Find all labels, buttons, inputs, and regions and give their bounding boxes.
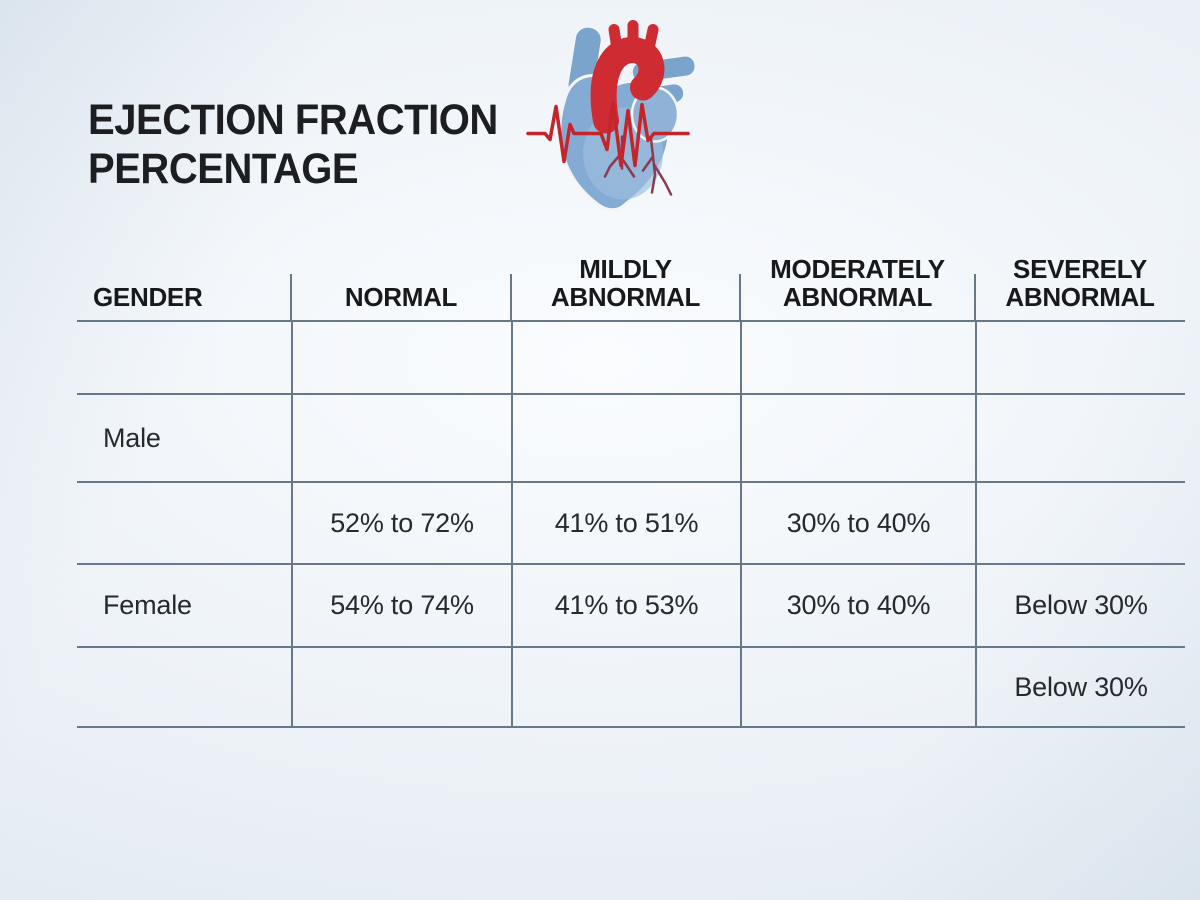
table-cell: [740, 322, 975, 395]
table-cell: [975, 322, 1185, 395]
table-cell: [291, 322, 511, 395]
header-cell-moderately-abnormal: MODERATELY ABNORMAL: [739, 250, 975, 322]
table-cell-male-normal: 52% to 72%: [291, 483, 511, 565]
header-cell-mildly-abnormal: MILDLY ABNORMAL: [510, 250, 740, 322]
table-cell-male-moderate: 30% to 40%: [740, 483, 975, 565]
page-title: EJECTION FRACTION PERCENTAGE: [88, 96, 498, 193]
table-cell-severe-repeat: Below 30%: [975, 648, 1185, 728]
table-cell: [77, 648, 291, 728]
table-cell: [511, 322, 740, 395]
heart-with-ecg-icon: [505, 16, 815, 221]
table-cell: [975, 483, 1185, 565]
table-cell: [291, 395, 511, 483]
table-cell: [291, 648, 511, 728]
table-cell: [77, 322, 291, 395]
header-cell-gender: GENDER: [77, 250, 291, 322]
heart-illustration: [526, 20, 697, 212]
header-cell-normal: NORMAL: [290, 250, 511, 322]
table-cell-female-label: Female: [77, 565, 291, 648]
table-cell: [511, 648, 740, 728]
table-cell-male-label: Male: [77, 395, 291, 483]
table-cell: [975, 395, 1185, 483]
table-cell-female-severe: Below 30%: [975, 565, 1185, 648]
table-cell: [77, 483, 291, 565]
table-cell-female-moderate: 30% to 40%: [740, 565, 975, 648]
ejection-fraction-table: GENDER NORMAL MILDLY ABNORMAL MODERATELY…: [77, 250, 1185, 728]
table-cell-male-mild: 41% to 51%: [511, 483, 740, 565]
table-cell: [740, 648, 975, 728]
table-cell: [740, 395, 975, 483]
table-cell-female-mild: 41% to 53%: [511, 565, 740, 648]
table-cell-female-normal: 54% to 74%: [291, 565, 511, 648]
table-cell: [511, 395, 740, 483]
header-cell-severely-abnormal: SEVERELY ABNORMAL: [974, 250, 1185, 322]
